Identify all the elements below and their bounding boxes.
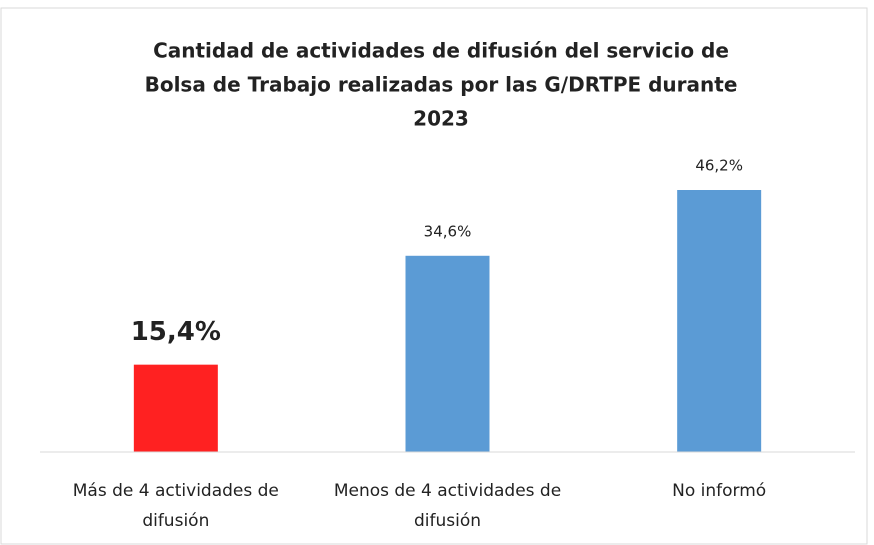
chart-title: Cantidad de actividades de difusión del … [153,39,729,63]
data-label: 34,6% [424,222,472,240]
x-tick-label: Más de 4 actividades de difusión [72,481,279,531]
x-tick-label: Menos de 4 actividades de difusión [333,481,562,531]
data-label: 46,2% [695,157,743,175]
chart-title: 2023 [413,107,469,131]
bar [133,364,218,452]
chart-title: Bolsa de Trabajo realizadas por las G/DR… [145,73,738,97]
bar [677,190,762,452]
data-label: 15,4% [131,317,221,347]
x-tick-label: No informó [672,481,767,501]
bar [405,255,490,452]
